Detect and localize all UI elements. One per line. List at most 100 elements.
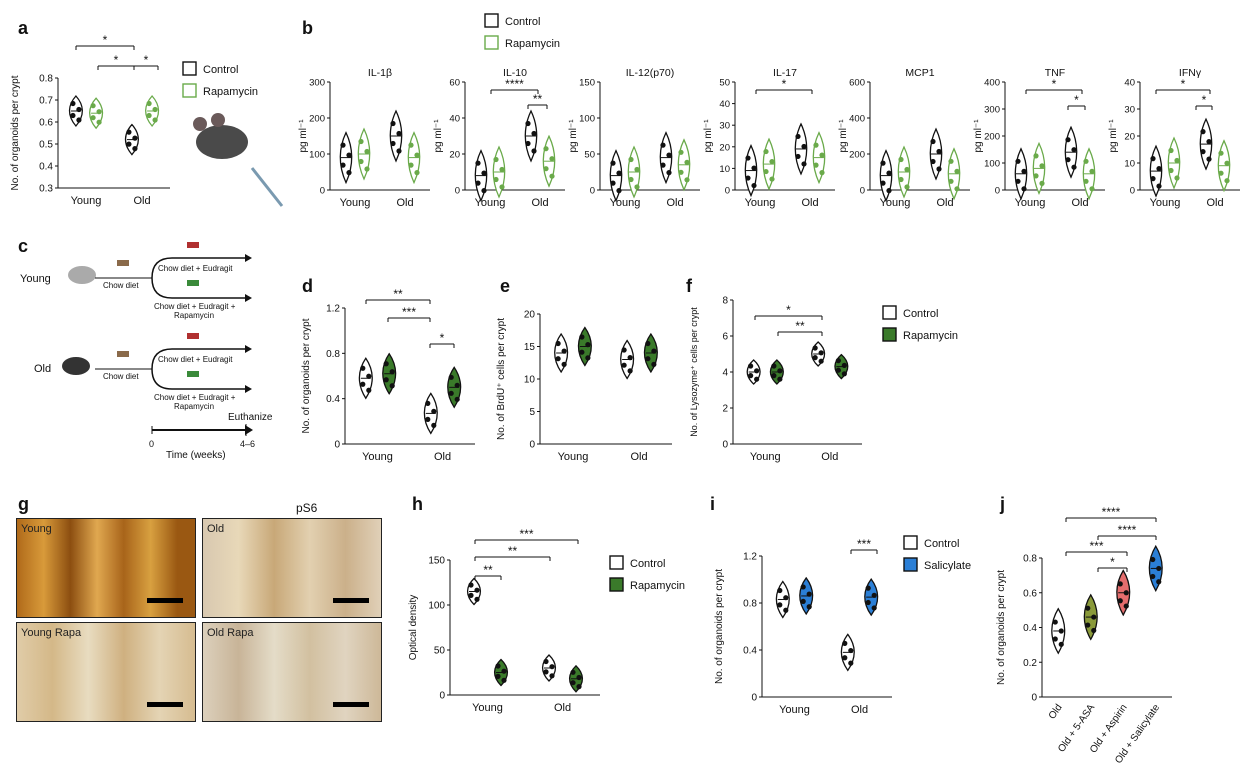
data-point — [1156, 166, 1162, 172]
data-point — [616, 170, 622, 176]
x-tick-label: Young — [1015, 197, 1046, 209]
data-point — [1071, 164, 1077, 170]
y-tick-label: 0.8 — [326, 349, 340, 360]
legend-f-swatch — [882, 305, 897, 320]
legend-b-swatch — [484, 13, 499, 28]
y-tick-label: 30 — [719, 121, 730, 132]
data-point — [1150, 556, 1156, 563]
data-point — [678, 169, 684, 175]
data-point — [751, 182, 757, 189]
x-tick-label: Old — [801, 197, 818, 209]
data-point — [1168, 147, 1174, 154]
data-point — [549, 156, 555, 162]
data-point — [96, 119, 102, 125]
y-tick-label: 2 — [722, 404, 728, 415]
chow-label: Chow diet — [103, 372, 139, 381]
data-point — [126, 141, 132, 147]
significance-label: ** — [393, 287, 403, 301]
data-point — [360, 365, 366, 371]
data-point — [818, 350, 824, 356]
time-tick-label: 4–6 — [240, 439, 255, 449]
data-point — [610, 160, 616, 166]
food-icon — [187, 333, 199, 339]
significance-label: * — [440, 331, 445, 345]
data-point — [684, 159, 690, 165]
data-point — [754, 376, 760, 382]
data-point — [475, 180, 481, 186]
data-point — [898, 176, 904, 183]
data-point — [493, 176, 499, 183]
x-tick-label: Young — [71, 195, 102, 207]
chart-title: MCP1 — [905, 67, 934, 79]
y-tick-label: 600 — [849, 78, 865, 89]
panel-letter: e — [500, 276, 510, 296]
y-axis-label: pg ml⁻¹ — [1108, 119, 1119, 153]
y-tick-label: 20 — [449, 150, 460, 161]
y-tick-label: 50 — [719, 78, 730, 89]
y-tick-label: 0 — [590, 186, 595, 197]
data-point — [666, 152, 672, 158]
data-point — [936, 148, 942, 155]
panel-letter: d — [302, 276, 313, 296]
micrograph-label: Old — [207, 523, 225, 535]
data-point — [561, 348, 567, 354]
data-point — [865, 599, 871, 606]
cohort-label: Young — [20, 273, 51, 285]
y-tick-label: 0 — [455, 186, 460, 197]
y-tick-label: 1.2 — [743, 552, 757, 563]
data-point — [616, 188, 622, 194]
legend-b-swatch — [484, 35, 499, 50]
syringe — [250, 167, 284, 207]
micrograph-label: Old Rapa — [207, 627, 254, 639]
x-tick-label: Old — [630, 451, 647, 463]
data-point — [880, 160, 886, 166]
data-point — [555, 340, 561, 347]
legend-a-label: Rapamycin — [203, 86, 258, 98]
y-axis-label: No. of organoids per crypt — [996, 570, 1007, 685]
micrograph-young-rapa: Young Rapa — [16, 622, 196, 722]
branch-arrow — [151, 277, 245, 299]
significance-label: ** — [533, 92, 543, 106]
data-point — [1206, 139, 1212, 145]
data-point — [431, 408, 437, 414]
y-tick-label: 150 — [579, 78, 595, 89]
data-point — [70, 100, 76, 107]
y-axis-label: pg ml⁻¹ — [703, 119, 714, 153]
data-point — [364, 166, 370, 172]
y-tick-label: 200 — [309, 114, 325, 125]
data-point — [684, 177, 690, 183]
x-tick-label: Old — [851, 704, 868, 716]
data-point — [390, 140, 396, 147]
y-tick-label: 0 — [334, 440, 340, 451]
micrograph-old-rapa: Old Rapa — [202, 622, 382, 722]
data-point — [340, 142, 346, 148]
significance-label: * — [1052, 77, 1057, 91]
y-axis-label: Optical density — [408, 595, 419, 661]
data-point — [886, 188, 892, 194]
data-point — [930, 138, 936, 145]
data-point — [841, 371, 847, 377]
data-point — [579, 334, 585, 340]
data-point — [806, 604, 812, 610]
x-tick-label: Old — [554, 702, 571, 714]
arm-label: Chow diet + Eudragit + — [154, 302, 236, 311]
y-tick-label: 1.2 — [326, 304, 340, 315]
data-point — [1150, 156, 1156, 162]
data-point — [763, 168, 769, 175]
panel-letter: j — [999, 494, 1005, 514]
data-point — [425, 400, 431, 406]
data-point — [1156, 183, 1162, 189]
x-tick-label: Old — [1047, 702, 1065, 721]
data-point — [948, 178, 954, 184]
y-tick-label: 400 — [984, 78, 1000, 89]
data-point — [76, 117, 82, 123]
arrow-head — [245, 294, 252, 302]
data-point — [475, 160, 481, 166]
data-point — [813, 142, 819, 148]
food-icon — [187, 371, 199, 377]
arrow-head — [245, 425, 253, 435]
y-tick-label: 50 — [434, 646, 446, 657]
data-point — [904, 184, 910, 190]
mouse-illustration — [196, 125, 248, 159]
data-point — [1117, 598, 1123, 604]
